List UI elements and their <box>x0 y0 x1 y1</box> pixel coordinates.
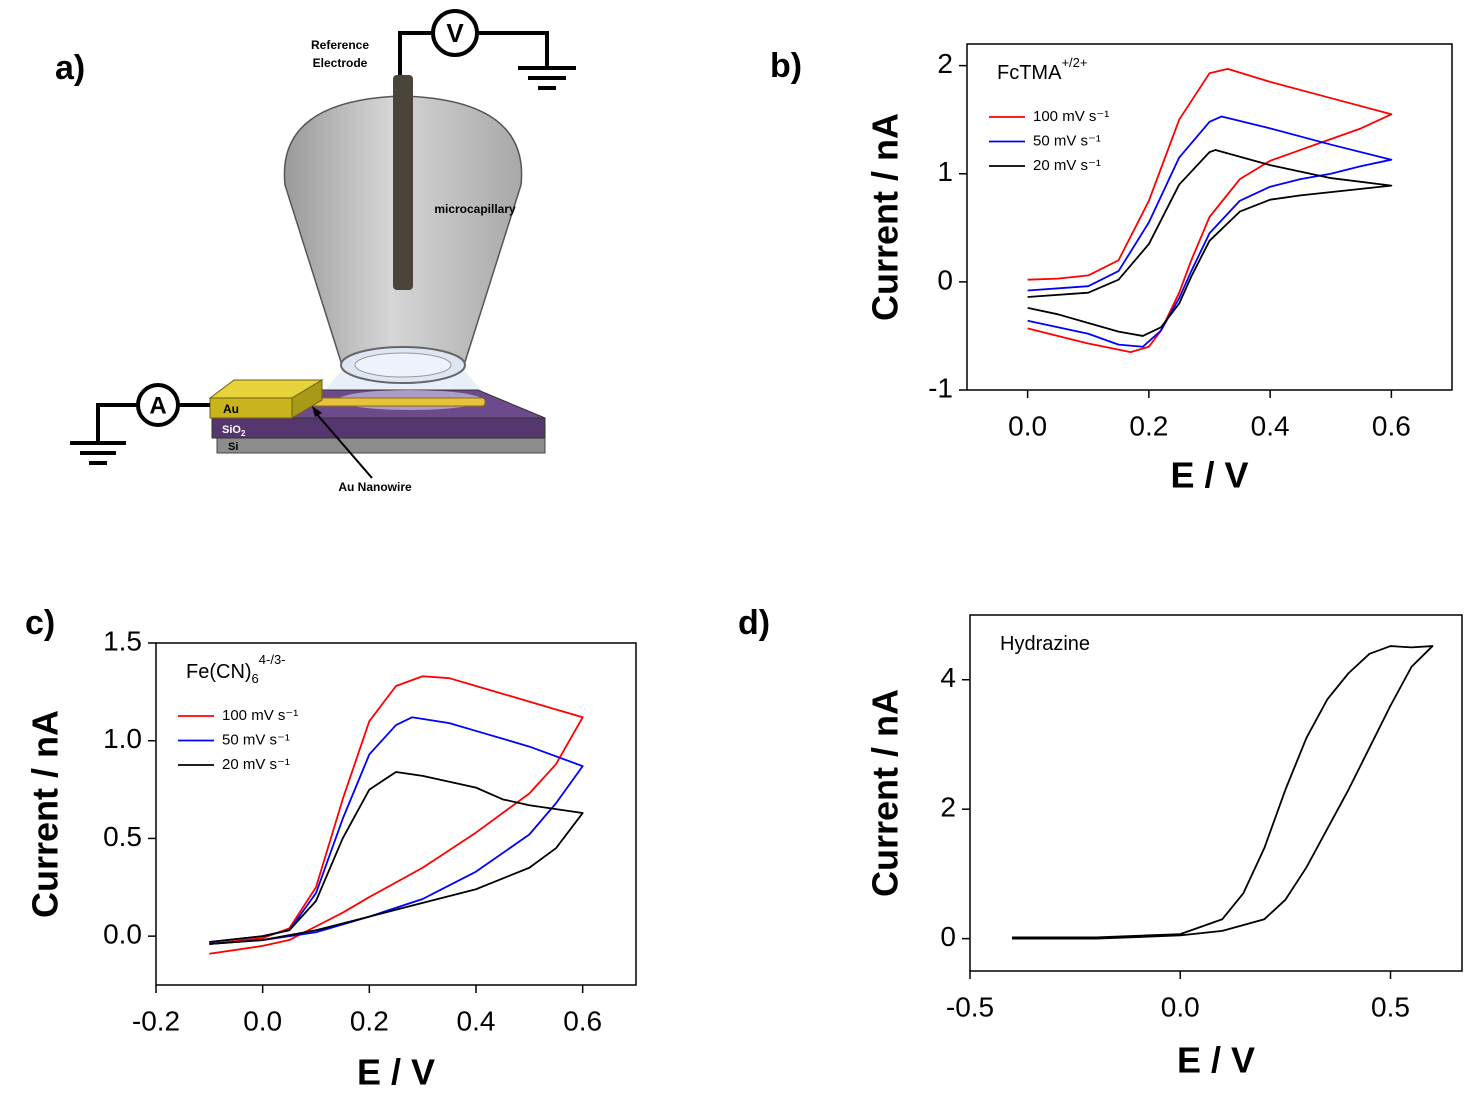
x-tick-label: -0.2 <box>132 1005 180 1036</box>
data-line <box>1012 645 1434 940</box>
silicon <box>216 437 546 454</box>
plot-frame <box>155 642 637 986</box>
legend-label: 100 mV s⁻¹ <box>222 707 298 724</box>
diagram: a) V Reference Electrode microcapillary … <box>55 9 576 494</box>
x-tick-label: 0.0 <box>243 1005 282 1036</box>
diagram-label: Si <box>228 441 238 453</box>
diagram-label: SiO <box>222 424 241 436</box>
voltmeter <box>431 9 479 57</box>
ammeter-label: A <box>149 392 166 419</box>
x-tick-label: 0.4 <box>457 1005 496 1036</box>
x-tick-label: 0.2 <box>1129 410 1168 441</box>
y-tick-label: 0.5 <box>103 821 142 852</box>
diagram-label: 2 <box>241 429 246 438</box>
annotation: Fe(CN)64-/3- <box>186 652 286 686</box>
legend-label: 100 mV s⁻¹ <box>1033 108 1109 125</box>
x-tick-label: 0.0 <box>1008 410 1047 441</box>
x-axis-title: E / V <box>1170 455 1248 496</box>
chart: c) -0.2 0.0 0.2 0.4 0.6 0.0 0.5 1.0 1.5 E / V Curre… <box>25 604 637 1093</box>
reference-electrode <box>393 75 413 290</box>
panel-label: d) <box>738 604 770 642</box>
diagram-label: Au <box>223 402 239 416</box>
y-tick-label: 1 <box>937 156 953 187</box>
arrow-head <box>312 406 322 417</box>
legend-label: 50 mV s⁻¹ <box>1033 132 1101 149</box>
y-tick-label: 0 <box>937 264 953 295</box>
nanowire <box>294 397 486 407</box>
y-tick-label: 0.0 <box>103 919 142 950</box>
x-tick-label: 0.4 <box>1251 410 1290 441</box>
plot-frame <box>969 614 1463 972</box>
y-tick-label: 4 <box>940 662 956 693</box>
annotation: Hydrazine <box>1000 633 1090 655</box>
legend-label: 50 mV s⁻¹ <box>222 731 290 748</box>
data-line <box>209 675 584 955</box>
y-axis-title: Current / nA <box>865 689 906 897</box>
data-line <box>209 771 584 945</box>
x-tick-label: 0.0 <box>1161 991 1200 1022</box>
voltmeter-label: V <box>446 18 464 48</box>
wire <box>96 403 138 443</box>
diagram-label: Reference <box>311 38 369 52</box>
arrow <box>314 411 373 479</box>
y-tick-label: 1.5 <box>103 625 142 656</box>
x-tick-label: 0.6 <box>563 1005 602 1036</box>
diagram-label: SiO2 <box>222 424 246 438</box>
diagram-label: Electrode <box>313 56 368 70</box>
capillary-tip <box>354 352 452 378</box>
data-line <box>1027 149 1393 337</box>
annotation-text: Fe(CN) <box>186 661 252 683</box>
x-axis-title: E / V <box>357 1052 435 1093</box>
annotation-sup: +/2+ <box>1061 55 1087 70</box>
gold-pad <box>209 397 293 419</box>
annotation-sub: 6 <box>252 671 259 686</box>
x-axis-title: E / V <box>1177 1040 1255 1081</box>
x-tick-label: 0.2 <box>350 1005 389 1036</box>
annotation-text: Hydrazine <box>1000 633 1090 655</box>
y-tick-label: 2 <box>940 792 956 823</box>
y-tick-label: 1.0 <box>103 723 142 754</box>
data-line <box>1027 67 1393 354</box>
y-tick-label: -1 <box>928 372 953 403</box>
panel-label: c) <box>25 604 55 642</box>
annotation: FcTMA+/2+ <box>997 55 1087 84</box>
x-tick-label: 0.5 <box>1371 991 1410 1022</box>
panel-label: b) <box>770 47 802 85</box>
panel-label: a) <box>55 49 85 87</box>
x-tick-label: -0.5 <box>946 991 994 1022</box>
chart: d) -0.5 0.0 0.5 0 2 4 E / V Current / nA Hydrazin… <box>738 604 1463 1081</box>
annotation-sup: 4-/3- <box>259 652 286 667</box>
legend-label: 20 mV s⁻¹ <box>222 756 290 773</box>
chart: b) 0.0 0.2 0.4 0.6 -1 0 1 2 E / V Current / nA FcTM… <box>770 43 1453 496</box>
wire <box>398 31 433 80</box>
y-axis-title: Current / nA <box>865 113 906 321</box>
y-axis-title: Current / nA <box>25 710 66 918</box>
diagram-label: Au Nanowire <box>338 480 412 494</box>
y-tick-label: 2 <box>937 48 953 79</box>
annotation-text: FcTMA <box>997 62 1062 84</box>
oxide <box>211 417 546 439</box>
ammeter <box>136 383 180 427</box>
y-tick-label: 0 <box>940 921 956 952</box>
plot-frame <box>966 43 1453 391</box>
wire <box>477 31 549 68</box>
data-line <box>1027 115 1393 348</box>
diagram-label: microcapillary <box>434 202 516 216</box>
x-tick-label: 0.6 <box>1372 410 1411 441</box>
legend-label: 20 mV s⁻¹ <box>1033 157 1101 174</box>
